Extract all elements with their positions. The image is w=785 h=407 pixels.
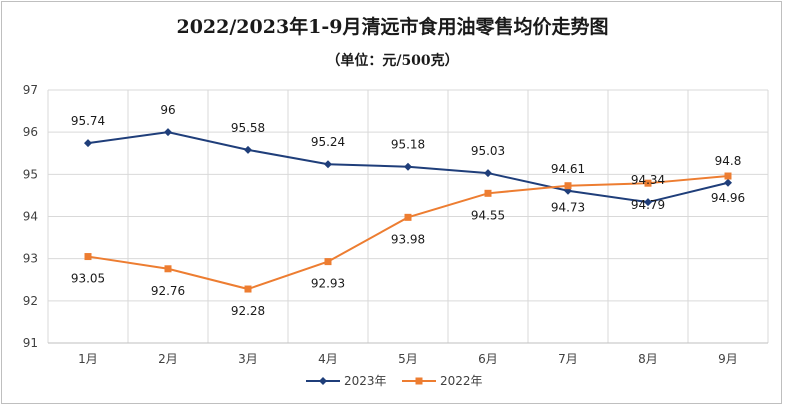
data-label: 94.8 — [715, 154, 742, 168]
y-tick-label: 92 — [23, 294, 38, 308]
data-point — [404, 213, 412, 221]
data-point — [164, 265, 172, 273]
data-label: 92.28 — [231, 304, 265, 318]
data-point — [84, 253, 92, 261]
y-tick-label: 95 — [23, 167, 38, 181]
data-point — [644, 198, 652, 207]
x-tick-label: 6月 — [478, 352, 498, 366]
legend-label: 2022年 — [440, 374, 483, 388]
data-point — [564, 182, 572, 190]
data-point — [644, 179, 652, 187]
data-label: 94.79 — [631, 198, 665, 212]
data-label: 94.61 — [551, 162, 585, 176]
y-tick-label: 93 — [23, 252, 38, 266]
data-point — [84, 139, 92, 148]
data-label: 92.93 — [311, 277, 345, 291]
data-point — [324, 258, 332, 266]
data-point — [244, 285, 252, 293]
y-tick-label: 91 — [23, 336, 38, 350]
data-label: 95.24 — [311, 135, 345, 149]
data-label: 95.74 — [71, 114, 105, 128]
data-point — [724, 172, 732, 180]
data-label: 94.34 — [631, 173, 665, 187]
data-label: 96 — [160, 103, 175, 117]
x-tick-label: 9月 — [718, 352, 738, 366]
data-point — [324, 160, 332, 169]
x-tick-label: 4月 — [318, 352, 338, 366]
data-label: 93.05 — [71, 272, 105, 286]
data-label: 92.76 — [151, 284, 185, 298]
legend-marker — [319, 377, 327, 385]
x-tick-label: 3月 — [238, 352, 258, 366]
data-label: 93.98 — [391, 232, 425, 246]
data-label: 95.03 — [471, 144, 505, 158]
data-label: 94.96 — [711, 191, 745, 205]
data-point — [164, 128, 172, 137]
chart-subtitle: （单位：元/500克） — [326, 53, 459, 69]
data-label: 94.73 — [551, 201, 585, 215]
chart-title: 2022/2023年1-9月清远市食用油零售均价走势图 — [176, 16, 609, 38]
legend-label: 2023年 — [344, 374, 387, 388]
data-point — [724, 178, 732, 187]
legend-marker — [415, 377, 423, 385]
data-label: 94.55 — [471, 208, 505, 222]
x-tick-label: 2月 — [158, 352, 178, 366]
data-point — [484, 189, 492, 197]
x-tick-label: 8月 — [638, 352, 658, 366]
x-tick-label: 1月 — [78, 352, 98, 366]
data-label: 95.18 — [391, 138, 425, 152]
x-tick-label: 7月 — [558, 352, 578, 366]
y-tick-label: 97 — [23, 83, 38, 97]
data-point — [404, 162, 412, 171]
data-point — [244, 145, 252, 154]
y-tick-label: 94 — [23, 210, 38, 224]
x-tick-label: 5月 — [398, 352, 418, 366]
data-point — [484, 169, 492, 178]
data-label: 95.58 — [231, 121, 265, 135]
y-tick-label: 96 — [23, 125, 38, 139]
